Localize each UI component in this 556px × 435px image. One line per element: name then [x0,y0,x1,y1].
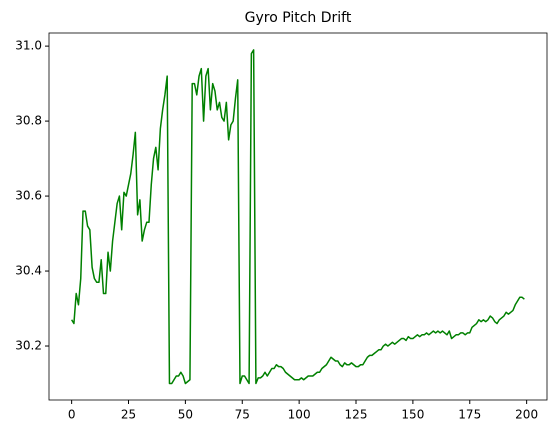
x-tick-label: 150 [401,408,424,422]
y-tick-label: 30.8 [15,114,42,128]
x-tick-label: 125 [345,408,368,422]
x-tick-label: 75 [235,408,250,422]
data-line [70,49,525,385]
chart-title: Gyro Pitch Drift [245,10,352,26]
x-tick-label: 175 [458,408,481,422]
x-tick-label: 50 [178,408,193,422]
y-tick-label: 30.6 [15,189,42,203]
axes-frame [48,32,548,401]
y-tick-label: 30.4 [15,264,42,278]
x-tick-label: 100 [288,408,311,422]
x-tick-label: 0 [68,408,76,422]
x-tick-label: 25 [121,408,136,422]
x-tick-label: 200 [515,408,538,422]
y-tick-label: 30.2 [15,339,42,353]
y-tick-label: 31.0 [15,39,42,53]
